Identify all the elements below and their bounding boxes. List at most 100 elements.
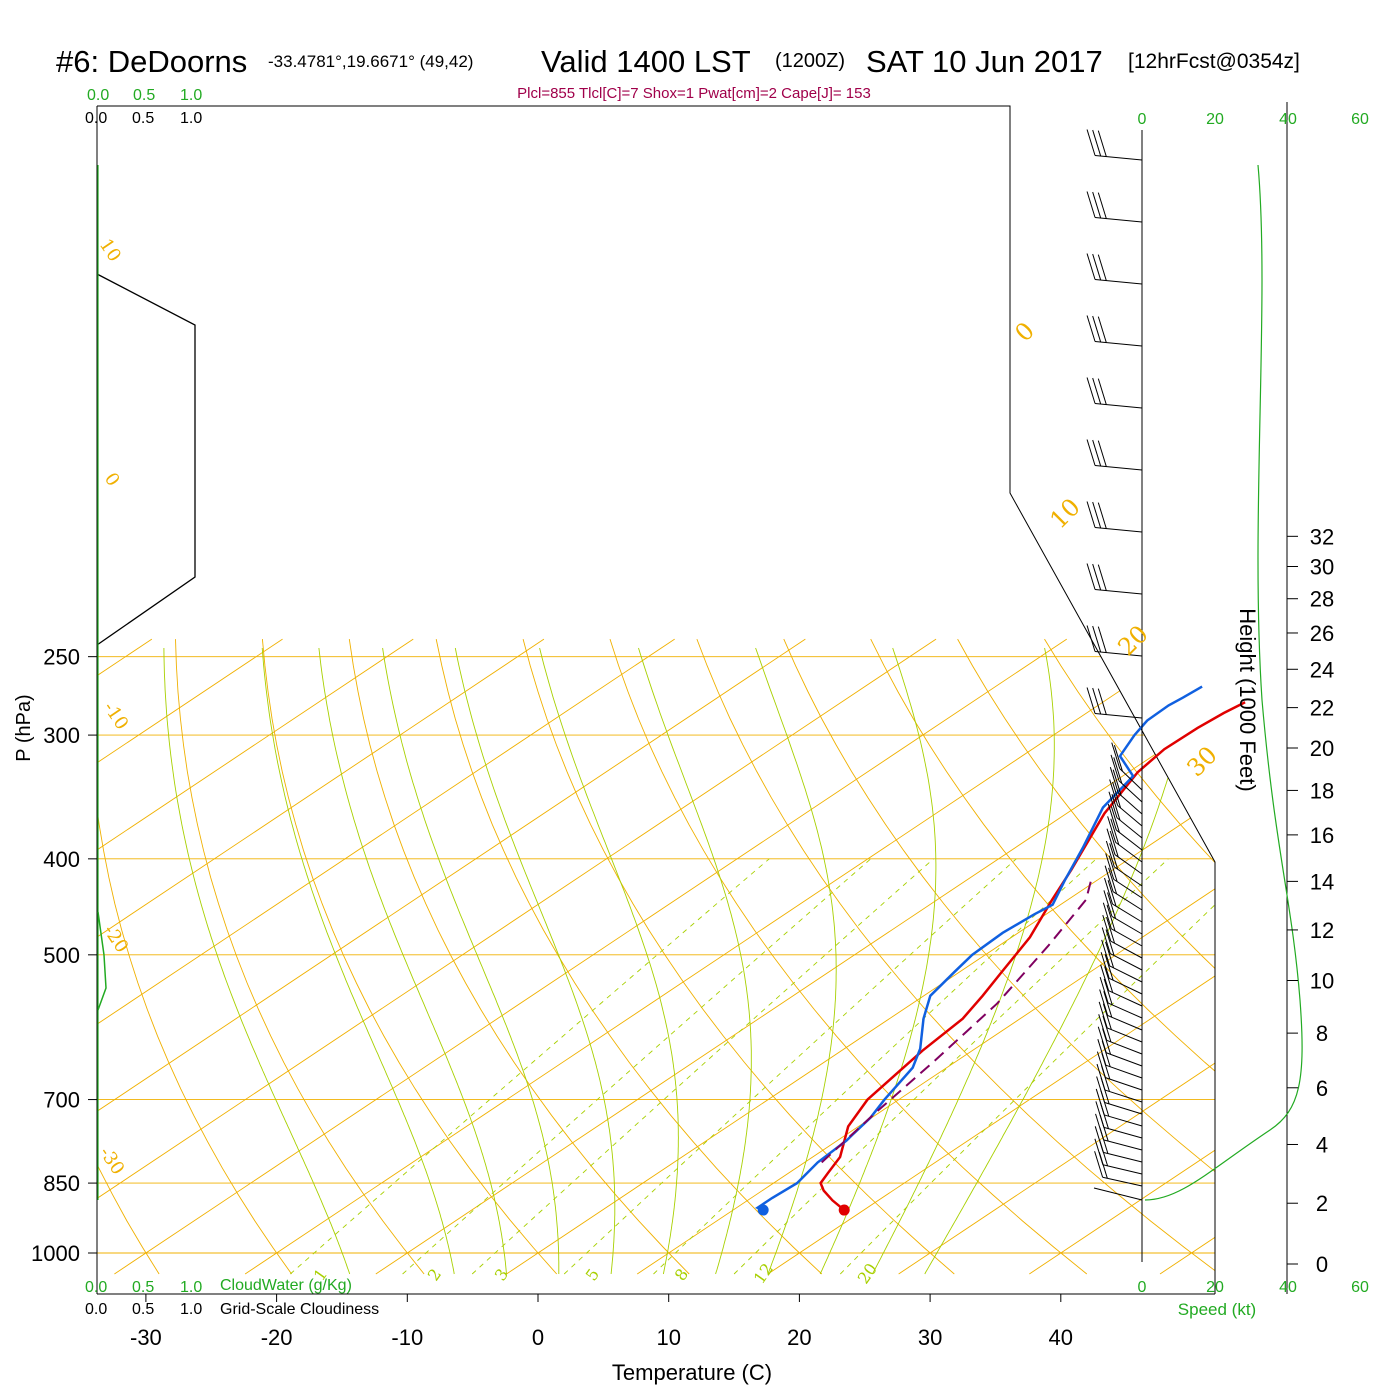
speed-bottom-0: 0 bbox=[1138, 1279, 1147, 1296]
mixing-ratio-line bbox=[563, 858, 1017, 1275]
wind-barb-flag bbox=[1097, 440, 1107, 467]
cloudwater-bump bbox=[97, 911, 107, 1011]
wind-barb-flag bbox=[1092, 439, 1102, 467]
mixing-ratio-label: 3 bbox=[491, 1265, 512, 1284]
cloudiness-profile bbox=[96, 273, 196, 646]
wind-barb-staff bbox=[1117, 805, 1143, 827]
wind-barb-flag bbox=[1099, 1139, 1109, 1167]
wind-barb-staff bbox=[1110, 940, 1143, 959]
wind-barb-staff bbox=[1095, 589, 1143, 595]
wind-barb-flag bbox=[1105, 941, 1115, 968]
height-tick-label: 26 bbox=[1310, 621, 1334, 646]
dry-adiabat-label: 10 bbox=[1044, 493, 1085, 534]
zulu-time: (1200Z) bbox=[775, 50, 845, 72]
wind-barb-staff bbox=[1105, 1064, 1143, 1079]
isotherm-line bbox=[97, 638, 545, 1275]
wind-barb-flag bbox=[1100, 1077, 1110, 1105]
wind-barb-flag bbox=[1106, 904, 1116, 931]
dry-adiabat-label: 20 bbox=[1112, 620, 1153, 661]
wind-barb-staff bbox=[1095, 403, 1143, 409]
wind-barb-flag bbox=[1092, 625, 1102, 653]
wind-barb bbox=[1100, 964, 1143, 1007]
wind-barb-staff bbox=[1112, 903, 1143, 923]
series-dewpoint-marker bbox=[757, 1204, 769, 1216]
wind-barb bbox=[1086, 687, 1143, 719]
wind-barb-flag bbox=[1086, 129, 1096, 156]
wind-barb bbox=[1109, 767, 1143, 815]
wind-barb bbox=[1109, 779, 1143, 827]
wind-barb bbox=[1101, 927, 1143, 971]
wind-barb-staff bbox=[1095, 527, 1143, 533]
dry-adiabat bbox=[97, 639, 160, 1275]
wind-barb-staff bbox=[1111, 915, 1143, 935]
wind-barb-staff bbox=[1103, 1151, 1143, 1163]
cloud-scale-top-black-1: 0.5 bbox=[132, 110, 154, 127]
x-tick-label: -20 bbox=[261, 1325, 293, 1350]
wind-barb-flag bbox=[1104, 966, 1114, 993]
p-tick-label: 1000 bbox=[31, 1241, 80, 1266]
wind-barb-flag bbox=[1103, 978, 1113, 1006]
p-tick-label: 500 bbox=[43, 943, 80, 968]
p-tick-label: 300 bbox=[43, 723, 80, 748]
wind-barb bbox=[1099, 989, 1143, 1031]
wind-barb-flag bbox=[1101, 1052, 1111, 1080]
wind-barb-staff bbox=[1104, 1102, 1143, 1115]
wind-barb-staff bbox=[1095, 155, 1143, 161]
wind-barb bbox=[1103, 890, 1143, 935]
wind-barb-flag bbox=[1110, 806, 1120, 833]
wind-barb-flag bbox=[1102, 1028, 1112, 1055]
mixing-ratio-line bbox=[471, 858, 934, 1275]
wind-barb-staff bbox=[1118, 780, 1143, 803]
wind-barb-flag bbox=[1092, 129, 1102, 157]
forecast-label: [12hrFcst@0354z] bbox=[1128, 50, 1300, 73]
wind-barb-staff bbox=[1103, 1126, 1143, 1139]
cloud-scale-top-green-0: 0.0 bbox=[87, 87, 109, 104]
wind-barb-flag bbox=[1109, 830, 1119, 858]
wind-barb-flag bbox=[1101, 927, 1111, 954]
wind-barb bbox=[1086, 439, 1143, 471]
isotherm-line bbox=[1029, 638, 1215, 1275]
cloud-scale-top-black-0: 0.0 bbox=[85, 110, 107, 127]
wind-barb-flag bbox=[1086, 563, 1096, 590]
cloud-scale-bottom-green-2: 1.0 bbox=[180, 1279, 202, 1296]
wind-barb-staff bbox=[1114, 854, 1143, 875]
wind-barb-staff bbox=[1102, 1176, 1143, 1187]
wind-barb-staff bbox=[1107, 1002, 1143, 1019]
dry-adiabat bbox=[348, 639, 690, 1275]
dry-adiabat bbox=[261, 639, 558, 1275]
dry-adiabat bbox=[1044, 638, 1215, 1275]
speed-bottom-20: 20 bbox=[1206, 1279, 1224, 1296]
moist-adiabat bbox=[318, 647, 507, 1275]
p-tick-label: 400 bbox=[43, 847, 80, 872]
wind-barb bbox=[1110, 754, 1143, 803]
wind-barb-flag bbox=[1107, 803, 1117, 831]
wind-barb-flag bbox=[1100, 964, 1110, 991]
wind-barb-staff bbox=[1102, 1164, 1143, 1175]
x-axis-title: Temperature (C) bbox=[612, 1360, 772, 1385]
height-tick-label: 0 bbox=[1316, 1252, 1328, 1277]
wind-barb bbox=[1086, 315, 1143, 347]
wind-barb-flag bbox=[1086, 687, 1096, 714]
wind-barb-flag bbox=[1102, 1015, 1112, 1043]
height-tick-label: 2 bbox=[1316, 1191, 1328, 1216]
isotherm-label: -10 bbox=[99, 698, 133, 734]
wind-barb-flag bbox=[1099, 1114, 1109, 1142]
wind-barb-flag bbox=[1106, 828, 1116, 855]
wind-barb-flag bbox=[1086, 377, 1096, 404]
dry-adiabat bbox=[97, 639, 292, 1275]
wind-barb bbox=[1086, 377, 1143, 409]
wind-barb bbox=[1086, 501, 1143, 533]
series-temperature-line bbox=[819, 701, 1246, 1212]
wind-barb-flag bbox=[1105, 840, 1115, 868]
wind-barb-flag bbox=[1104, 865, 1114, 892]
moist-adiabat bbox=[539, 647, 679, 1275]
wind-barb bbox=[1086, 129, 1143, 161]
height-tick-label: 22 bbox=[1310, 696, 1334, 721]
wind-barb bbox=[1106, 828, 1143, 875]
wind-barb-flag bbox=[1100, 952, 1110, 979]
dry-adiabat-label: 0 bbox=[1009, 317, 1040, 348]
wind-barb bbox=[1099, 976, 1143, 1019]
wind-barb-flag bbox=[1098, 1152, 1108, 1179]
mixing-ratio-line bbox=[290, 858, 770, 1275]
wind-barb-staff bbox=[1105, 1077, 1143, 1091]
